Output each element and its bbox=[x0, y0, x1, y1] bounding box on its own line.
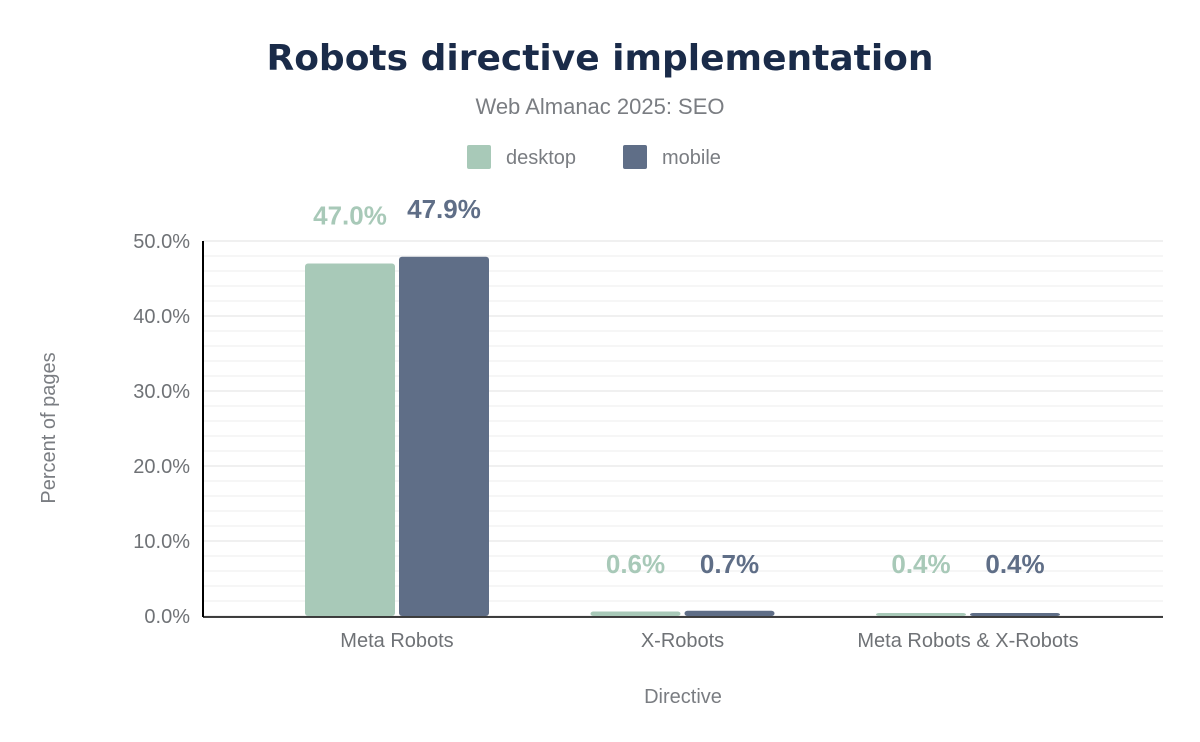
chart-title: Robots directive implementation bbox=[266, 38, 933, 79]
y-tick-label: 20.0% bbox=[133, 456, 190, 478]
x-tick-label: X-Robots bbox=[641, 630, 724, 652]
y-axis-label: Percent of pages bbox=[38, 352, 60, 503]
bars bbox=[305, 256, 1060, 616]
x-tick-label: Meta Robots bbox=[340, 630, 453, 652]
data-label-desktop-2: 0.4% bbox=[891, 549, 950, 579]
data-labels: 47.0% 47.9% 0.6% 0.7% 0.4% 0.4% bbox=[313, 194, 1045, 579]
y-axis-ticks: 0.0% 10.0% 20.0% 30.0% 40.0% 50.0% bbox=[133, 231, 190, 628]
y-tick-label: 30.0% bbox=[133, 381, 190, 403]
bar-desktop-2 bbox=[876, 613, 966, 616]
bar-mobile-1 bbox=[684, 610, 775, 616]
bar-mobile-0 bbox=[399, 256, 489, 616]
bar-desktop-0 bbox=[305, 263, 395, 616]
y-tick-label: 10.0% bbox=[133, 531, 190, 553]
bar-desktop-1 bbox=[590, 611, 681, 616]
legend-swatch-desktop bbox=[467, 145, 491, 169]
x-axis-ticks: Meta Robots X-Robots Meta Robots & X-Robot… bbox=[340, 630, 1078, 652]
data-label-desktop-0: 47.0% bbox=[313, 201, 387, 231]
legend-label-mobile: mobile bbox=[662, 147, 721, 169]
legend: desktop mobile bbox=[467, 145, 721, 169]
legend-swatch-mobile bbox=[623, 145, 647, 169]
data-label-mobile-1: 0.7% bbox=[700, 549, 759, 579]
x-axis-label: Directive bbox=[644, 686, 722, 708]
x-tick-label: Meta Robots & X-Robots bbox=[857, 630, 1078, 652]
chart-subtitle: Web Almanac 2025: SEO bbox=[475, 94, 724, 119]
y-tick-label: 40.0% bbox=[133, 306, 190, 328]
data-label-mobile-2: 0.4% bbox=[985, 549, 1044, 579]
data-label-mobile-0: 47.9% bbox=[407, 194, 481, 224]
legend-label-desktop: desktop bbox=[506, 147, 576, 169]
data-label-desktop-1: 0.6% bbox=[606, 549, 665, 579]
y-tick-label: 50.0% bbox=[133, 231, 190, 253]
y-tick-label: 0.0% bbox=[144, 606, 190, 628]
bar-mobile-2 bbox=[970, 613, 1060, 616]
